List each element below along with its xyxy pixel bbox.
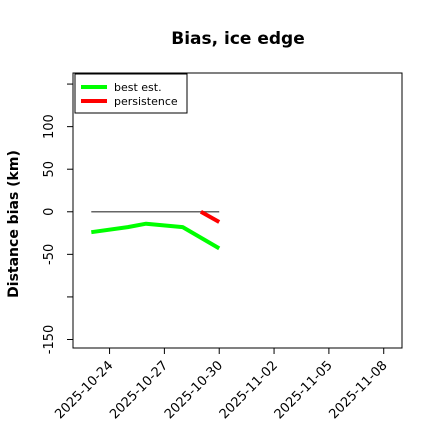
x-tick-label-2025-11-08: 2025-11-08: [327, 358, 391, 422]
y-tick-label-100: 100: [42, 114, 57, 139]
legend: best est. persistence: [74, 73, 188, 114]
plot-area: -150-500501002025-10-242025-10-272025-10…: [42, 72, 403, 422]
y-tick-label-0: 0: [42, 208, 57, 216]
chart-title: Bias, ice edge: [171, 29, 305, 49]
x-tick-label-2025-10-27: 2025-10-27: [107, 358, 171, 422]
y-axis-label: Distance bias (km): [6, 150, 22, 298]
legend-box: [74, 73, 188, 114]
plot-frame: [72, 72, 403, 349]
x-tick-label-2025-11-05: 2025-11-05: [272, 358, 336, 422]
legend-label-persistence: persistence: [114, 95, 178, 108]
y-tick-label--150: -150: [42, 325, 57, 355]
legend-label-best-est: best est.: [114, 81, 162, 94]
series-line-persistence: [199, 210, 221, 224]
y-tick-label-50: 50: [42, 161, 57, 178]
series-line-best-est: [91, 221, 221, 251]
y-tick-label--50: -50: [42, 244, 57, 265]
